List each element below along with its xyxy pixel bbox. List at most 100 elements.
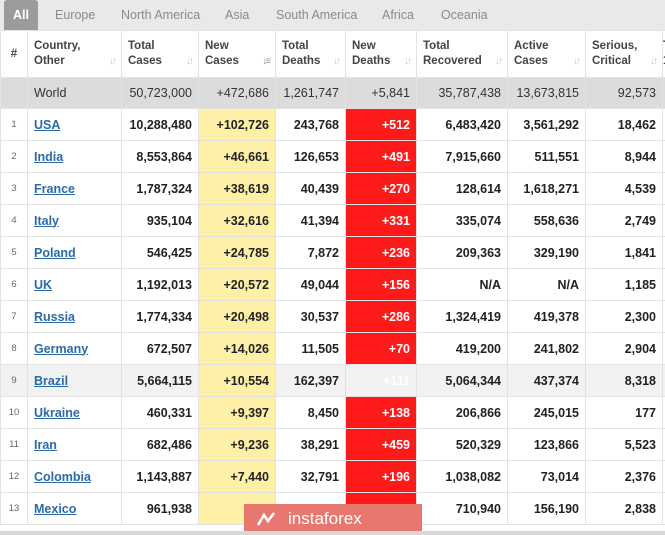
country-link[interactable]: Russia xyxy=(34,309,75,324)
tab-south-america[interactable]: South America xyxy=(276,8,358,22)
total-recovered-cell: 1,324,419 xyxy=(416,300,508,333)
country-link[interactable]: Iran xyxy=(34,437,57,452)
tab-north-america[interactable]: North America xyxy=(121,8,201,22)
continent-tabs: All Europe North America Asia South Amer… xyxy=(0,0,665,30)
serious-critical-cell: 177 xyxy=(585,396,663,429)
sort-arrows-icon[interactable]: ↓↑ xyxy=(404,56,412,67)
total-recovered-cell: 520,329 xyxy=(416,428,508,461)
header-new-deaths[interactable]: New Deaths ↓↑ xyxy=(345,30,417,78)
header-active-cases[interactable]: Active Cases ↓↑ xyxy=(507,30,586,78)
serious-critical-cell: 2,838 xyxy=(585,492,663,525)
total-cases-cell: 10,288,480 xyxy=(121,108,199,141)
country-cell: Italy xyxy=(27,204,122,237)
total-deaths-cell: 7,872 xyxy=(275,236,346,269)
header-country[interactable]: Country, Other ↓↑ xyxy=(27,30,122,78)
new-deaths-cell: +512 xyxy=(345,108,417,141)
instaforex-logo-icon xyxy=(256,512,275,526)
rank-cell: 5 xyxy=(0,236,28,269)
new-deaths-cell: +459 xyxy=(345,428,417,461)
sort-arrows-icon[interactable]: ↓↑ xyxy=(186,56,194,67)
total-cases-cell: 50,723,000 xyxy=(121,77,199,109)
country-link[interactable]: Poland xyxy=(34,245,76,260)
table-row: 1 USA 10,288,480 +102,726 243,768 +512 6,483,4… xyxy=(0,108,665,141)
rank-cell: 13 xyxy=(0,492,28,525)
country-link[interactable]: Italy xyxy=(34,213,60,228)
table-row: 7 Russia 1,774,334 +20,498 30,537 +286 1,324,4… xyxy=(0,300,665,333)
country-link[interactable]: France xyxy=(34,181,75,196)
active-cases-cell: 329,190 xyxy=(507,236,586,269)
header-new-cases[interactable]: New Cases ↓≡ xyxy=(198,30,276,78)
serious-critical-cell: 4,539 xyxy=(585,172,663,205)
sort-active-icon[interactable]: ↓≡ xyxy=(262,56,271,67)
total-recovered-cell: 419,200 xyxy=(416,332,508,365)
table-header-row: # Country, Other ↓↑ Total Cases ↓↑ New Cases ↓… xyxy=(0,30,665,78)
total-cases-cell: 1,787,324 xyxy=(121,172,199,205)
rank-cell: 1 xyxy=(0,108,28,141)
watermark-text: instaforex xyxy=(288,509,362,528)
table-row: 11 Iran 682,486 +9,236 38,291 +459 520,329 123,… xyxy=(0,428,665,461)
new-cases-cell: +20,572 xyxy=(198,268,276,301)
horizontal-scrollbar[interactable] xyxy=(0,531,665,535)
new-cases-cell: +14,026 xyxy=(198,332,276,365)
country-cell: Poland xyxy=(27,236,122,269)
sort-arrows-icon[interactable]: ↓↑ xyxy=(650,56,658,67)
total-cases-cell: 1,774,334 xyxy=(121,300,199,333)
tab-asia[interactable]: Asia xyxy=(225,8,250,22)
total-cases-cell: 682,486 xyxy=(121,428,199,461)
tab-all[interactable]: All xyxy=(4,0,38,30)
header-total-cases[interactable]: Total Cases ↓↑ xyxy=(121,30,199,78)
tab-africa[interactable]: Africa xyxy=(382,8,414,22)
tab-europe[interactable]: Europe xyxy=(55,8,96,22)
rank-cell: 11 xyxy=(0,428,28,461)
serious-critical-cell: 2,749 xyxy=(585,204,663,237)
serious-critical-cell: 2,904 xyxy=(585,332,663,365)
rank-cell: 2 xyxy=(0,140,28,173)
serious-critical-cell: 1,185 xyxy=(585,268,663,301)
tab-oceania[interactable]: Oceania xyxy=(441,8,488,22)
serious-critical-cell: 92,573 xyxy=(585,77,663,109)
header-serious-critical[interactable]: Serious, Critical ↓↑ xyxy=(585,30,663,78)
country-cell: Ukraine xyxy=(27,396,122,429)
serious-critical-cell: 8,318 xyxy=(585,364,663,397)
rank-cell: 4 xyxy=(0,204,28,237)
active-cases-cell: N/A xyxy=(507,268,586,301)
total-recovered-cell: 209,363 xyxy=(416,236,508,269)
total-recovered-cell: 128,614 xyxy=(416,172,508,205)
sort-arrows-icon[interactable]: ↓↑ xyxy=(495,56,503,67)
new-cases-cell: +7,440 xyxy=(198,460,276,493)
country-cell: UK xyxy=(27,268,122,301)
country-link[interactable]: India xyxy=(34,149,64,164)
total-cases-cell: 672,507 xyxy=(121,332,199,365)
country-link[interactable]: Mexico xyxy=(34,501,77,516)
total-cases-cell: 460,331 xyxy=(121,396,199,429)
total-deaths-cell: 243,768 xyxy=(275,108,346,141)
active-cases-cell: 437,374 xyxy=(507,364,586,397)
rank-cell: 10 xyxy=(0,396,28,429)
total-recovered-cell: 1,038,082 xyxy=(416,460,508,493)
serious-critical-cell: 8,944 xyxy=(585,140,663,173)
new-cases-cell: +38,619 xyxy=(198,172,276,205)
country-link[interactable]: Colombia xyxy=(34,469,91,484)
country-link[interactable]: Ukraine xyxy=(34,405,80,420)
serious-critical-cell: 2,376 xyxy=(585,460,663,493)
country-link[interactable]: Brazil xyxy=(34,373,69,388)
header-rank: # xyxy=(0,30,28,78)
total-recovered-cell: 335,074 xyxy=(416,204,508,237)
new-cases-cell: +20,498 xyxy=(198,300,276,333)
serious-critical-cell: 5,523 xyxy=(585,428,663,461)
country-link[interactable]: UK xyxy=(34,277,53,292)
header-total-deaths[interactable]: Total Deaths ↓↑ xyxy=(275,30,346,78)
active-cases-cell: 3,561,292 xyxy=(507,108,586,141)
country-link[interactable]: USA xyxy=(34,117,61,132)
table-row: 2 India 8,553,864 +46,661 126,653 +491 7,915,6… xyxy=(0,140,665,173)
sort-arrows-icon[interactable]: ↓↑ xyxy=(333,56,341,67)
sort-arrows-icon[interactable]: ↓↑ xyxy=(109,56,117,67)
country-link[interactable]: Germany xyxy=(34,341,89,356)
world-total-row: World 50,723,000 +472,686 1,261,747 +5,8… xyxy=(0,77,665,109)
total-deaths-cell: 40,439 xyxy=(275,172,346,205)
total-deaths-cell: 38,291 xyxy=(275,428,346,461)
new-cases-cell: +9,397 xyxy=(198,396,276,429)
sort-arrows-icon[interactable]: ↓↑ xyxy=(573,56,581,67)
header-total-recovered[interactable]: Total Recovered ↓↑ xyxy=(416,30,508,78)
rank-cell: 8 xyxy=(0,332,28,365)
